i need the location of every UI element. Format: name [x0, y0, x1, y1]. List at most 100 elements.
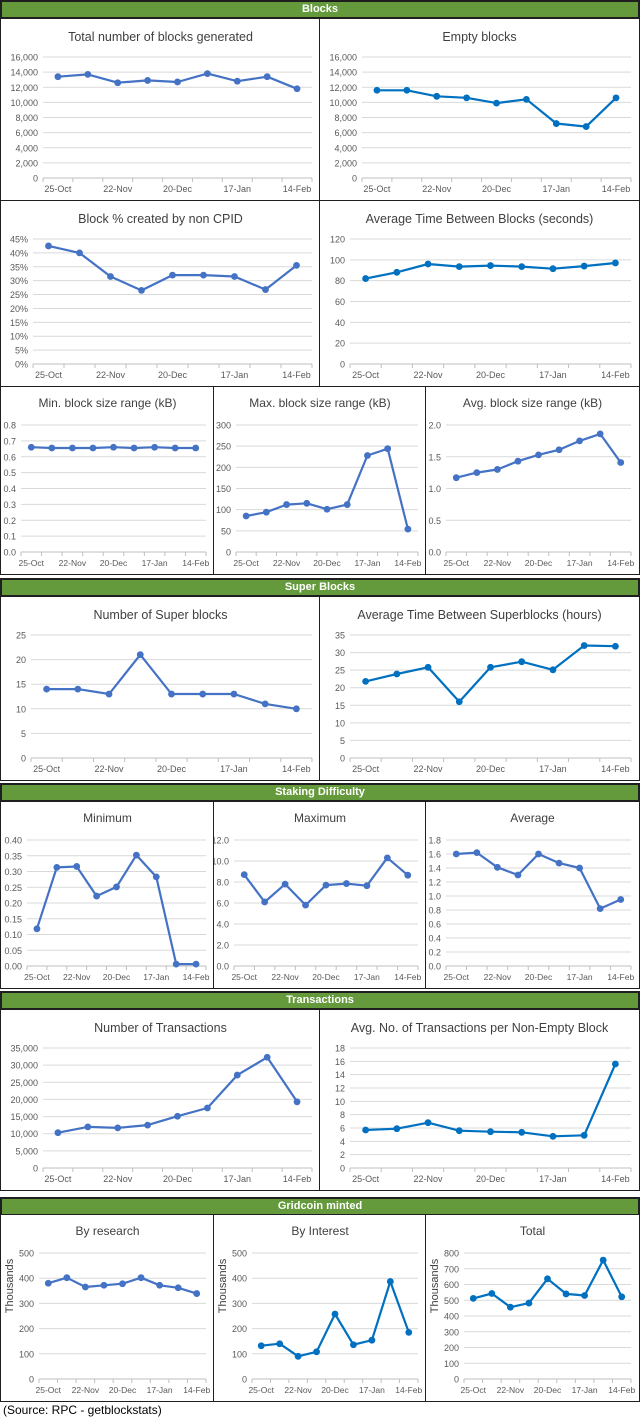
data-point [350, 1341, 357, 1349]
data-point [174, 1284, 182, 1292]
data-point [262, 286, 269, 293]
data-point [73, 863, 81, 870]
y-tick-label: 15,000 [10, 1112, 38, 1122]
data-point [488, 1290, 496, 1297]
data-point [261, 700, 269, 708]
y-tick-label: 0.0 [3, 548, 16, 558]
data-point [473, 849, 481, 856]
data-point [383, 854, 391, 862]
chart-title: Avg. No. of Transactions per Non-Empty B… [351, 1021, 609, 1035]
data-point [455, 1127, 463, 1135]
x-tick-label: 25-Oct [33, 764, 61, 774]
data-point [549, 1132, 557, 1140]
y-tick-label: 40 [335, 318, 345, 328]
data-point [168, 690, 175, 698]
data-point [386, 1278, 394, 1285]
x-tick-label: 25-Oct [444, 558, 470, 568]
chart-title: Average Time Between Superblocks (hours) [357, 608, 601, 622]
y-tick-label: 0.05 [4, 946, 22, 956]
y-tick-label: 0.4 [428, 934, 441, 944]
x-tick-label: 25-Oct [35, 370, 63, 380]
data-point [611, 1060, 619, 1068]
data-point [596, 905, 604, 912]
x-tick-label: 20-Dec [476, 764, 506, 774]
y-tick-label: 5 [21, 729, 26, 739]
y-tick-label: 10,000 [329, 98, 357, 108]
x-tick-label: 17-Jan [539, 1174, 567, 1184]
data-point [130, 444, 138, 452]
x-tick-label: 14-Feb [607, 558, 634, 568]
y-tick-label: 6 [340, 1124, 345, 1134]
data-point [192, 444, 200, 452]
x-tick-label: 25-Oct [444, 972, 470, 982]
data-point [292, 705, 300, 713]
data-point [263, 1053, 271, 1061]
y-tick-label: 10.0 [214, 857, 229, 867]
data-point [293, 261, 300, 269]
x-tick-label: 17-Jan [142, 558, 168, 568]
y-tick-label: 120 [330, 235, 345, 245]
x-tick-label: 20-Dec [525, 972, 553, 982]
y-tick-label: 100 [19, 1349, 34, 1359]
y-tick-label: 0 [340, 1164, 345, 1174]
section-header-super-blocks: Super Blocks [0, 578, 640, 597]
chart-title: Empty blocks [442, 30, 516, 44]
x-tick-label: 17-Jan [539, 370, 567, 380]
x-tick-label: 25-Oct [248, 1385, 274, 1395]
chart-title: Number of Super blocks [93, 608, 227, 622]
chart-panel-num-transactions: Number of Transactions 0 5,000 10,000 15,000… [0, 1009, 321, 1191]
y-tick-label: 300 [19, 1299, 34, 1309]
y-tick-label: 200 [19, 1324, 34, 1334]
data-point [303, 499, 311, 507]
y-tick-label: 0.8 [428, 906, 441, 916]
x-tick-label: 17-Jan [359, 1385, 385, 1395]
data-point [393, 670, 401, 678]
chart-title: Min. block size range (kB) [38, 396, 176, 410]
y-tick-label: 0 [33, 1164, 38, 1174]
x-tick-label: 25-Oct [44, 184, 72, 194]
chart-panel-avg-time-blocks: Average Time Between Blocks (seconds) 0 20… [319, 200, 640, 387]
chart-title: Average Time Between Blocks (seconds) [366, 212, 594, 226]
series-line [243, 856, 409, 907]
y-tick-label: 5 [340, 736, 345, 746]
chart-panel-staking-max: Maximum 0.0 2.0 4.0 6.0 8.0 10.0 12.0 25-Oct 22-N… [213, 801, 427, 989]
x-tick-label: 22-Nov [63, 972, 91, 982]
data-point [473, 469, 481, 477]
data-point [261, 898, 269, 906]
y-tick-label: 400 [19, 1274, 34, 1284]
y-tick-label: 35,000 [10, 1044, 38, 1054]
data-point [281, 880, 289, 888]
y-tick-label: 0.4 [3, 484, 16, 494]
x-tick-label: 17-Jan [354, 972, 380, 982]
y-tick-label: 0 [352, 174, 357, 184]
y-tick-label: 0 [340, 360, 345, 370]
y-tick-label: 10 [335, 718, 345, 728]
y-tick-label: 0 [226, 548, 231, 558]
data-point [362, 677, 370, 685]
y-tick-label: 8 [340, 1110, 345, 1120]
data-point [293, 1098, 301, 1106]
data-point [174, 1112, 181, 1120]
chart-title: Total [520, 1224, 545, 1238]
x-tick-label: 22-Nov [414, 764, 444, 774]
x-tick-label: 20-Dec [321, 1385, 349, 1395]
data-point [231, 273, 238, 280]
y-tick-label: 4 [340, 1137, 345, 1147]
data-point [302, 901, 309, 909]
data-point [393, 268, 401, 276]
y-tick-label: 6,000 [15, 128, 38, 138]
y-tick-label: 200 [444, 1343, 459, 1353]
data-point [405, 1328, 413, 1336]
y-axis-label: Thousands [4, 1258, 16, 1313]
y-tick-label: 1.0 [428, 892, 441, 902]
data-point [535, 451, 542, 459]
data-point [518, 263, 526, 271]
y-tick-label: 300 [216, 421, 231, 431]
x-tick-label: 20-Dec [525, 558, 553, 568]
y-tick-label: 0.40 [4, 836, 22, 846]
chart-max-block-size: Max. block size range (kB) 0 50 100 150 200 25… [216, 396, 422, 568]
y-tick-label: 8.0 [216, 878, 229, 888]
x-tick-label: 25-Oct [352, 1174, 380, 1184]
data-point [331, 1310, 339, 1318]
data-point [294, 1352, 302, 1360]
